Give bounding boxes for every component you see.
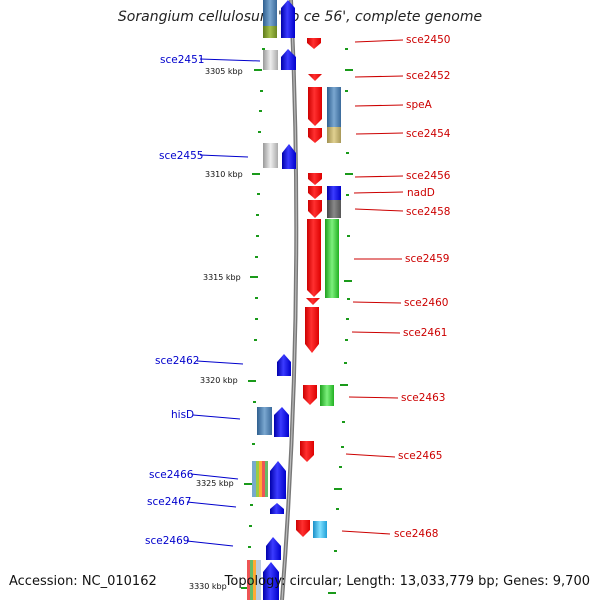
gene-feature[interactable]	[250, 560, 253, 600]
right-leader-lines	[341, 39, 404, 535]
gene-feature[interactable]	[263, 562, 279, 600]
gene-label[interactable]: sce2455	[159, 150, 203, 162]
gene-feature[interactable]	[274, 407, 289, 437]
gene-feature[interactable]	[327, 186, 341, 200]
scale-label: 3320 kbp	[200, 376, 238, 385]
gene-feature[interactable]	[262, 461, 265, 497]
gene-feature[interactable]	[259, 461, 262, 497]
accession-text: Accession: NC_010162	[9, 574, 157, 589]
gene-feature[interactable]	[265, 461, 268, 497]
gene-label[interactable]: hisD	[171, 409, 194, 421]
gene-feature[interactable]	[308, 128, 322, 143]
scale-label: 3330 kbp	[189, 582, 227, 591]
gene-label[interactable]: sce2461	[403, 327, 447, 339]
gene-label[interactable]: sce2454	[406, 128, 451, 140]
gene-feature[interactable]	[281, 49, 296, 70]
scale-label: 3315 kbp	[203, 273, 241, 282]
gene-feature[interactable]	[252, 461, 256, 497]
gene-feature[interactable]	[308, 87, 322, 126]
gene-feature[interactable]	[263, 0, 277, 10]
gene-feature[interactable]	[277, 354, 291, 376]
gene-feature[interactable]	[270, 503, 284, 514]
left-leader-lines	[186, 58, 261, 547]
gene-label[interactable]: sce2469	[145, 535, 189, 547]
gene-feature[interactable]	[308, 186, 322, 199]
gene-feature[interactable]	[325, 219, 339, 298]
gene-feature[interactable]	[307, 219, 321, 297]
gene-feature[interactable]	[308, 74, 322, 81]
gene-feature[interactable]	[308, 200, 322, 218]
gene-feature[interactable]	[320, 385, 334, 406]
gene-feature[interactable]	[307, 38, 321, 49]
gene-feature[interactable]	[296, 520, 310, 537]
gene-label[interactable]: sce2452	[406, 70, 450, 82]
gene-label[interactable]: sce2460	[404, 297, 448, 309]
gene-feature[interactable]	[327, 87, 341, 127]
gene-label[interactable]: sce2462	[155, 355, 199, 367]
topology-text: Topology: circular; Length: 13,033,779 b…	[224, 574, 590, 589]
gene-feature[interactable]	[253, 560, 256, 600]
gene-feature[interactable]	[327, 200, 341, 218]
right-gene-labels: sce2450 sce2452 speA sce2454 sce2456 nad…	[394, 34, 451, 540]
gene-feature[interactable]	[263, 50, 278, 70]
gene-label[interactable]: sce2466	[149, 469, 194, 481]
gene-feature[interactable]	[256, 461, 259, 497]
tick-marks	[241, 48, 353, 594]
gene-label[interactable]: sce2468	[394, 528, 438, 540]
gene-label[interactable]: speA	[406, 99, 433, 111]
gene-label[interactable]: sce2458	[406, 206, 450, 218]
gene-feature[interactable]	[263, 26, 277, 38]
left-gene-labels: sce2451 sce2455 sce2462 hisD sce2466 sce…	[145, 54, 204, 547]
gene-feature[interactable]	[300, 441, 314, 462]
gene-feature[interactable]	[305, 307, 319, 353]
gene-label[interactable]: nadD	[407, 187, 435, 199]
gene-label[interactable]: sce2465	[398, 450, 442, 462]
gene-feature[interactable]	[313, 521, 327, 538]
gene-feature[interactable]	[282, 144, 296, 169]
gene-feature[interactable]	[266, 537, 281, 560]
gene-label[interactable]: sce2467	[147, 496, 191, 508]
gene-feature[interactable]	[256, 560, 261, 600]
scale-label: 3305 kbp	[205, 67, 243, 76]
gene-label[interactable]: sce2456	[406, 170, 451, 182]
gene-feature[interactable]	[308, 173, 322, 185]
gene-feature[interactable]	[306, 298, 320, 305]
reverse-strand-genes	[296, 38, 341, 538]
gene-label[interactable]: sce2450	[406, 34, 450, 46]
gene-feature[interactable]	[281, 0, 295, 38]
gene-feature[interactable]	[327, 127, 341, 143]
gene-feature[interactable]	[263, 143, 278, 168]
gene-feature[interactable]	[270, 461, 286, 499]
gene-feature[interactable]	[303, 385, 317, 405]
scale-label: 3325 kbp	[196, 479, 234, 488]
scale-label: 3310 kbp	[205, 170, 243, 179]
gene-label[interactable]: sce2459	[405, 253, 449, 265]
map-title: Sorangium cellulosum 'So ce 56', complet…	[117, 9, 483, 25]
gene-label[interactable]: sce2463	[401, 392, 445, 404]
gene-feature[interactable]	[257, 407, 272, 435]
forward-strand-genes	[247, 0, 296, 600]
gene-label[interactable]: sce2451	[160, 54, 204, 66]
gene-feature[interactable]	[247, 560, 250, 600]
